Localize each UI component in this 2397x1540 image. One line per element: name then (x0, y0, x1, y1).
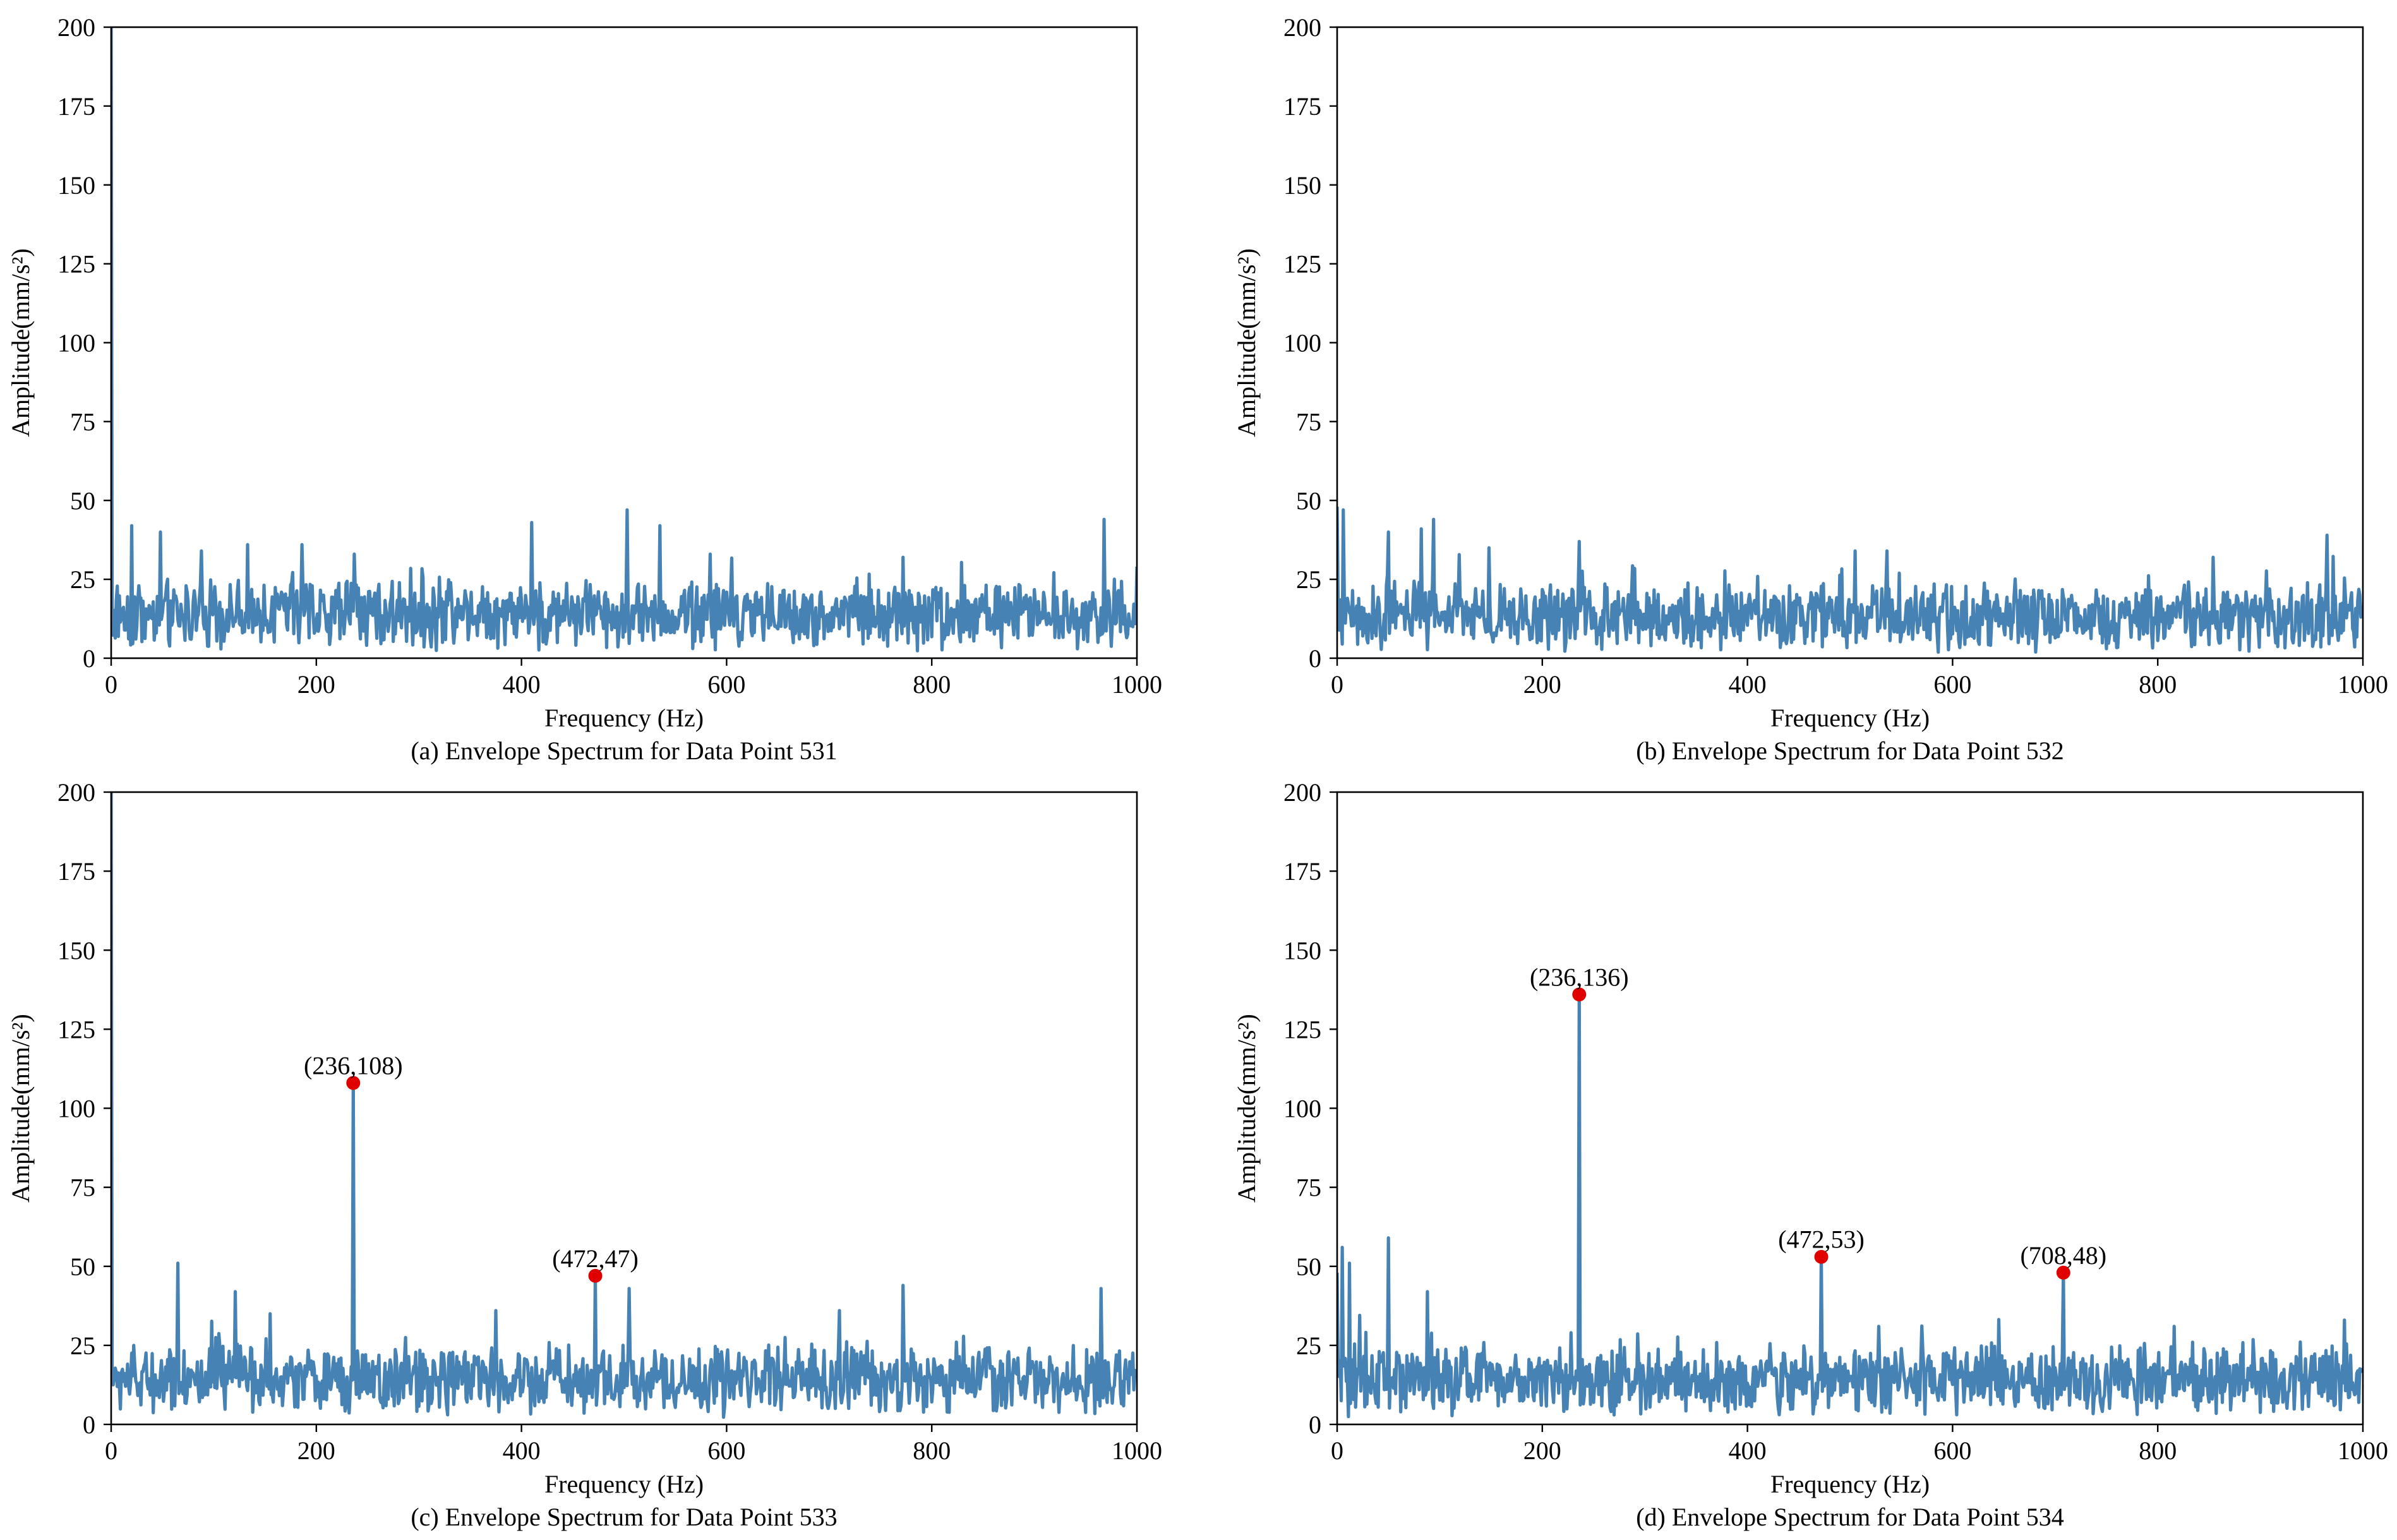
y-tick-label: 100 (57, 329, 95, 358)
chart-panel-4: 0 200 400 600 800 1000 0 25 50 75 100 125 150 175 200 F… (1232, 778, 2388, 1531)
y-tick-label: 125 (1283, 1015, 1321, 1044)
y-tick-label: 50 (70, 1253, 95, 1281)
chart-panel-1: 0 200 400 600 800 1000 0 25 50 75 100 125 150 175 200 F… (6, 13, 1162, 765)
y-tick-label: 150 (57, 936, 95, 965)
x-tick-label: 200 (297, 670, 335, 699)
x-tick-label: 400 (503, 670, 541, 699)
y-tick-label: 175 (1283, 92, 1321, 121)
x-tick-label: 1000 (1112, 670, 1162, 699)
y-tick-label: 175 (57, 92, 95, 121)
x-axis-label: Frequency (Hz) (1770, 1470, 1930, 1498)
y-tick-label: 150 (1283, 171, 1321, 200)
x-tick-label: 800 (913, 670, 951, 699)
y-tick-label: 150 (1283, 936, 1321, 965)
y-tick-label: 100 (1283, 1095, 1321, 1123)
y-tick-label: 175 (57, 857, 95, 886)
y-tick-label: 125 (1283, 250, 1321, 279)
y-tick-label: 75 (70, 1174, 95, 1202)
y-tick-label: 75 (1296, 1174, 1321, 1202)
spectrum-line (111, 792, 1137, 1419)
y-tick-label: 75 (1296, 407, 1321, 436)
x-axis-label: Frequency (Hz) (544, 1470, 704, 1498)
y-tick-label: 25 (1296, 565, 1321, 594)
x-tick-label: 800 (2139, 1436, 2177, 1465)
y-tick-label: 50 (1296, 1253, 1321, 1281)
y-tick-label: 25 (70, 1332, 95, 1360)
y-tick-label: 200 (57, 13, 95, 42)
x-tick-label: 600 (707, 1436, 745, 1465)
spectrum-line (111, 27, 1137, 653)
subplot-caption: (b) Envelope Spectrum for Data Point 532 (1636, 737, 2064, 765)
x-tick-label: 1000 (2338, 670, 2388, 699)
x-tick-label: 1000 (1112, 1436, 1162, 1465)
x-axis-label: Frequency (Hz) (1770, 704, 1930, 732)
y-tick-label: 50 (70, 486, 95, 515)
x-tick-label: 0 (105, 1436, 117, 1465)
y-tick-label: 0 (1309, 1411, 1321, 1439)
subplot-caption: (a) Envelope Spectrum for Data Point 531 (411, 737, 837, 765)
y-tick-label: 100 (1283, 329, 1321, 358)
subplot-caption: (d) Envelope Spectrum for Data Point 534 (1636, 1503, 2064, 1531)
y-axis-label: Amplitude(mm/s²) (1232, 248, 1261, 437)
x-tick-label: 600 (1933, 670, 1971, 699)
plot-area (1337, 792, 2363, 1424)
x-tick-label: 0 (1331, 1436, 1343, 1465)
plot-area (111, 792, 1137, 1424)
x-tick-label: 200 (1523, 1436, 1561, 1465)
spectrum-line (1337, 507, 2363, 654)
y-axis-label: Amplitude(mm/s²) (1232, 1014, 1261, 1203)
peak-label: (472,47) (552, 1244, 639, 1273)
y-tick-label: 0 (83, 644, 95, 673)
spectrum-line (1337, 992, 2363, 1419)
x-tick-label: 600 (1933, 1436, 1971, 1465)
y-tick-label: 0 (1309, 644, 1321, 673)
subplot-caption: (c) Envelope Spectrum for Data Point 533 (411, 1503, 837, 1531)
x-tick-label: 1000 (2338, 1436, 2388, 1465)
y-tick-label: 125 (57, 1015, 95, 1044)
y-tick-label: 25 (1296, 1332, 1321, 1360)
peak-label: (236,108) (304, 1051, 403, 1080)
y-tick-label: 200 (1283, 778, 1321, 807)
peak-marker (588, 1268, 603, 1283)
x-tick-label: 800 (2139, 670, 2177, 699)
y-tick-label: 200 (57, 778, 95, 807)
y-tick-label: 200 (1283, 13, 1321, 42)
y-axis-label: Amplitude(mm/s²) (6, 1014, 35, 1203)
y-axis-label: Amplitude(mm/s²) (6, 248, 35, 437)
x-tick-label: 800 (913, 1436, 951, 1465)
peak-label: (708,48) (2020, 1241, 2106, 1270)
peak-marker (1572, 987, 1587, 1002)
chart-panel-2: 0 200 400 600 800 1000 0 25 50 75 100 125 150 175 200 F… (1232, 13, 2388, 765)
x-tick-label: 0 (105, 670, 117, 699)
x-tick-label: 400 (1729, 670, 1767, 699)
y-tick-label: 150 (57, 171, 95, 200)
x-tick-label: 200 (297, 1436, 335, 1465)
peak-marker (2056, 1265, 2070, 1280)
peak-marker (346, 1076, 361, 1090)
x-tick-label: 400 (1729, 1436, 1767, 1465)
x-tick-label: 0 (1331, 670, 1343, 699)
x-tick-label: 400 (503, 1436, 541, 1465)
y-tick-label: 175 (1283, 857, 1321, 886)
x-axis-label: Frequency (Hz) (544, 704, 704, 732)
peak-label: (472,53) (1778, 1225, 1865, 1254)
x-tick-label: 200 (1523, 670, 1561, 699)
chart-panel-3: 0 200 400 600 800 1000 0 25 50 75 100 125 150 175 200 F… (6, 778, 1162, 1531)
y-tick-label: 125 (57, 250, 95, 279)
x-tick-label: 600 (707, 670, 745, 699)
plot-area (1337, 27, 2363, 658)
y-tick-label: 50 (1296, 486, 1321, 515)
peak-label: (236,136) (1530, 963, 1629, 991)
y-tick-label: 25 (70, 565, 95, 594)
y-tick-label: 75 (70, 407, 95, 436)
y-tick-label: 100 (57, 1095, 95, 1123)
plot-area (111, 27, 1137, 658)
peak-marker (1814, 1249, 1829, 1264)
y-tick-label: 0 (83, 1411, 95, 1439)
